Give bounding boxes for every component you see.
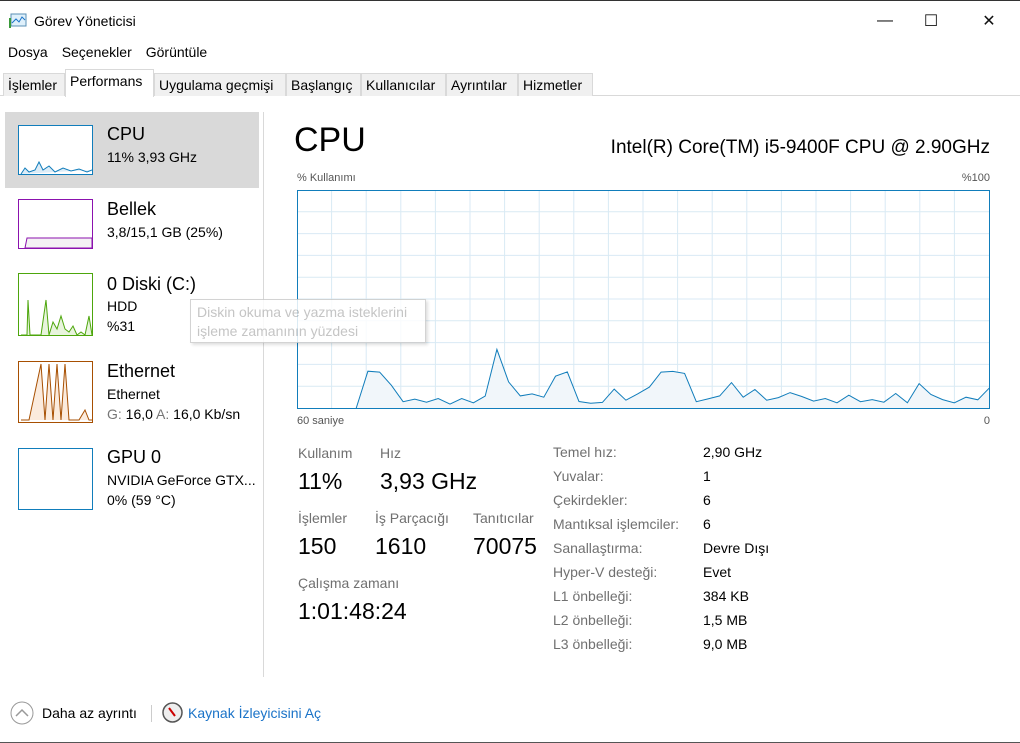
menu-goruntule[interactable]: Görüntüle [145, 44, 208, 60]
sidebar-memory-value: 3,8/15,1 GB (25%) [107, 224, 223, 240]
memory-thumbnail [18, 199, 93, 249]
sidebar-item-ethernet[interactable]: Ethernet Ethernet G: 16,0 A: 16,0 Kb/sn [5, 350, 259, 426]
usage-label: Kullanım [298, 445, 353, 461]
chevron-up-icon[interactable] [10, 701, 34, 725]
spec-value: Devre Dışı [703, 540, 770, 556]
menu-dosya[interactable]: Dosya [8, 44, 48, 60]
menu-bar: Dosya Seçenekler Görüntüle [8, 44, 221, 62]
minimize-button[interactable]: — [877, 12, 893, 29]
x-left-label: 60 saniye [297, 415, 345, 427]
tooltip-line: işleme zamanının yüzdesi [197, 323, 359, 339]
handles-label: Tanıtıcılar [473, 510, 534, 526]
title-bar: Görev Yöneticisi — ☐ ✕ [0, 1, 1020, 41]
sidebar-cpu-value: 11% 3,93 GHz [107, 149, 198, 165]
tab-bar: İşlemler Performans Uygulama geçmişi Baş… [0, 69, 1020, 97]
less-details-button[interactable]: Daha az ayrıntı [42, 705, 137, 721]
y-max-label: %100 [961, 172, 990, 184]
speed-value: 3,93 GHz [380, 468, 478, 494]
resource-monitor-icon [162, 702, 183, 723]
open-resource-monitor-link[interactable]: Kaynak İzleyicisini Aç [188, 705, 322, 721]
menu-secenekler[interactable]: Seçenekler [61, 44, 132, 60]
threads-label: İş Parçacığı [375, 510, 449, 526]
cpu-thumbnail [18, 125, 93, 175]
speed-label: Hız [380, 445, 401, 461]
y-axis-label: % Kullanımı [297, 172, 356, 184]
spec-value: Evet [703, 564, 732, 580]
handles-value: 70075 [473, 533, 537, 559]
spec-label: Temel hız: [553, 444, 617, 460]
tab-hizmetler[interactable]: Hizmetler [518, 73, 593, 96]
sidebar-ethernet-rates: G: 16,0 A: 16,0 Kb/sn [107, 406, 241, 422]
sidebar-disk-type: HDD [107, 298, 138, 314]
spec-label: Mantıksal işlemciler: [553, 516, 680, 532]
cpu-model: Intel(R) Core(TM) i5-9400F CPU @ 2.90GHz [610, 137, 990, 158]
window-title: Görev Yöneticisi [34, 13, 136, 29]
tab-kullanicilar[interactable]: Kullanıcılar [361, 73, 446, 96]
tab-baslangic[interactable]: Başlangıç [286, 73, 361, 96]
spec-label: L3 önbelleği: [553, 636, 633, 652]
sidebar-item-gpu[interactable]: GPU 0 NVIDIA GeForce GTX... 0% (59 °C) [5, 437, 259, 513]
sidebar-cpu-title: CPU [107, 124, 146, 144]
sidebar-disk-title: 0 Diski (C:) [107, 274, 196, 294]
uptime-value: 1:01:48:24 [298, 598, 407, 624]
sidebar-item-memory[interactable]: Bellek 3,8/15,1 GB (25%) [5, 187, 259, 263]
spec-value: 1,5 MB [703, 612, 748, 628]
footer-divider [151, 705, 152, 722]
spec-label: Hyper-V desteği: [553, 564, 658, 580]
page-title: CPU [294, 121, 366, 159]
sidebar-disk-value: %31 [107, 318, 136, 334]
disk-thumbnail [18, 273, 93, 336]
x-right-label: 0 [983, 415, 990, 427]
spec-label: Çekirdekler: [553, 492, 628, 508]
sidebar-ethernet-title: Ethernet [107, 361, 176, 381]
sidebar-ethernet-name: Ethernet [107, 386, 160, 402]
spec-label: L1 önbelleği: [553, 588, 633, 604]
processes-label: İşlemler [298, 510, 348, 526]
sidebar-divider [263, 112, 264, 677]
tab-uygulama-gecmisi[interactable]: Uygulama geçmişi [154, 73, 286, 96]
spec-value: 6 [703, 492, 711, 508]
maximize-button[interactable]: ☐ [923, 13, 939, 30]
sidebar-gpu-name: NVIDIA GeForce GTX... [107, 472, 256, 488]
ethernet-thumbnail [18, 361, 93, 423]
spec-label: L2 önbelleği: [553, 612, 633, 628]
uptime-label: Çalışma zamanı [298, 575, 400, 591]
sidebar-item-disk[interactable]: 0 Diski (C:) HDD %31 [5, 262, 259, 338]
sidebar-item-cpu[interactable]: CPU 11% 3,93 GHz [5, 112, 259, 188]
spec-label: Yuvalar: [553, 468, 604, 484]
spec-value: 6 [703, 516, 711, 532]
sidebar-memory-title: Bellek [107, 199, 157, 219]
spec-value: 9,0 MB [703, 636, 748, 652]
sidebar-gpu-title: GPU 0 [107, 447, 162, 467]
tab-ayrintilar[interactable]: Ayrıntılar [446, 73, 518, 96]
usage-value: 11% [298, 468, 343, 494]
threads-value: 1610 [375, 533, 427, 559]
spec-value: 1 [703, 468, 711, 484]
close-button[interactable]: ✕ [982, 13, 996, 30]
sidebar-gpu-value: 0% (59 °C) [107, 492, 176, 508]
tab-performans[interactable]: Performans [65, 69, 154, 97]
processes-value: 150 [298, 533, 337, 559]
tooltip: Diskin okuma ve yazma isteklerini işleme… [190, 299, 426, 343]
spec-value: 2,90 GHz [703, 444, 763, 460]
gpu-thumbnail [18, 448, 93, 510]
tab-islemler[interactable]: İşlemler [3, 73, 65, 96]
usage-area [297, 349, 990, 409]
spec-value: 384 KB [703, 588, 749, 604]
spec-label: Sanallaştırma: [553, 540, 643, 556]
usage-line [297, 347, 990, 409]
tooltip-line: Diskin okuma ve yazma isteklerini [197, 304, 408, 320]
task-manager-icon [9, 13, 27, 28]
